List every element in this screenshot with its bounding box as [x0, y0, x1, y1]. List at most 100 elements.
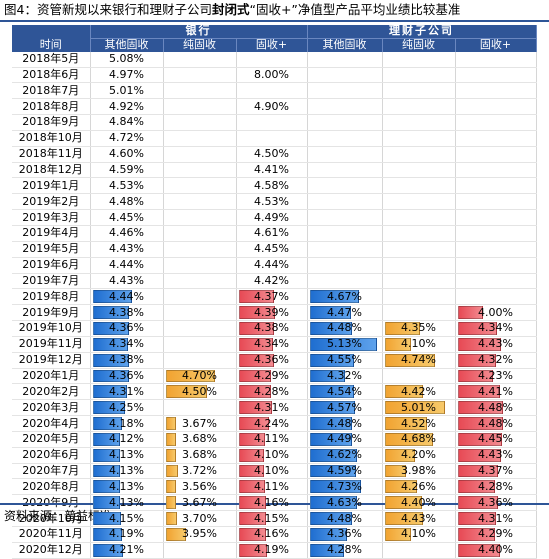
value-cell: 4.13%	[90, 447, 164, 464]
data-bar	[384, 401, 446, 415]
cell-value: 4.36%	[327, 527, 362, 541]
value-cell: 4.29%	[236, 368, 308, 385]
value-cell	[455, 114, 537, 131]
data-bar	[92, 385, 127, 399]
value-cell: 4.36%	[307, 526, 383, 543]
data-bar	[238, 401, 272, 415]
value-cell	[163, 146, 237, 163]
data-bar	[309, 337, 377, 351]
cell-value: 4.28%	[478, 479, 513, 493]
value-cell: 4.15%	[90, 510, 164, 527]
cell-value: 4.16%	[254, 495, 289, 509]
value-cell: 4.20%	[382, 447, 456, 464]
cell-value: 4.44%	[109, 289, 144, 303]
data-bar	[309, 464, 356, 478]
cell-value: 3.67%	[182, 416, 217, 430]
cell-value: 4.31%	[478, 511, 513, 525]
value-cell: 4.43%	[455, 447, 537, 464]
cell-value: 4.13%	[109, 479, 144, 493]
value-cell	[307, 241, 383, 258]
value-cell	[163, 82, 237, 100]
table-row: 2019年5月 4.43% 4.45%	[12, 241, 537, 258]
value-cell	[307, 114, 383, 131]
cell-value: 8.00%	[254, 67, 289, 81]
cell-value: 4.62%	[327, 448, 362, 462]
value-cell	[382, 146, 456, 163]
table-row: 2018年12月 4.59% 4.41%	[12, 162, 537, 179]
data-bar	[457, 322, 498, 335]
cell-value: 4.90%	[254, 99, 289, 113]
data-bar	[457, 401, 504, 415]
value-cell	[307, 257, 383, 274]
cell-value: 4.53%	[254, 194, 289, 208]
value-cell: 4.48%	[455, 415, 537, 432]
data-bar	[92, 306, 130, 320]
cell-value: 4.43%	[109, 242, 144, 256]
cell-value: 4.11%	[254, 479, 289, 493]
value-cell: 4.60%	[90, 146, 164, 163]
data-bar	[384, 432, 433, 446]
value-cell: 4.16%	[236, 494, 308, 512]
cell-value: 4.43%	[478, 448, 513, 462]
col-wmc-pure: 纯固收	[382, 38, 456, 52]
data-bar	[165, 512, 177, 525]
value-cell	[382, 241, 456, 258]
table-row: 2018年7月 5.01%	[12, 82, 537, 100]
cell-value: 4.29%	[478, 527, 513, 541]
value-cell	[382, 98, 456, 116]
data-bar	[384, 464, 407, 478]
table-row: 2019年7月 4.43% 4.42%	[12, 273, 537, 290]
table-row: 2019年9月 4.38% 4.39% 4.47% 4.00%	[12, 304, 537, 322]
data-bar	[457, 464, 499, 478]
value-cell	[163, 273, 237, 290]
value-cell	[382, 257, 456, 274]
cell-value: 4.41%	[478, 384, 513, 398]
data-bar	[384, 480, 417, 494]
value-cell: 4.36%	[455, 494, 537, 512]
value-cell: 4.45%	[455, 431, 537, 448]
value-cell: 4.26%	[382, 478, 456, 496]
value-cell: 4.46%	[90, 225, 164, 242]
cell-value: 4.84%	[109, 115, 144, 129]
cell-value: 4.38%	[109, 353, 144, 367]
value-cell	[455, 146, 537, 163]
value-cell: 4.12%	[90, 431, 164, 448]
value-cell: 4.41%	[236, 162, 308, 179]
table-row: 2019年8月 4.44% 4.37% 4.67%	[12, 288, 537, 306]
data-bar	[457, 306, 483, 320]
value-cell: 4.21%	[90, 542, 164, 559]
value-cell: 4.38%	[90, 304, 164, 322]
row-time: 2020年10月	[12, 510, 91, 527]
data-bar	[457, 448, 501, 462]
table-row: 2020年7月 4.13% 3.72% 4.10% 4.59% 3.98% 4.37%	[12, 463, 537, 480]
value-cell: 3.68%	[163, 431, 237, 448]
cell-value: 4.19%	[254, 543, 289, 557]
cell-value: 4.11%	[254, 432, 289, 446]
value-cell: 4.13%	[90, 463, 164, 480]
value-cell: 4.34%	[90, 336, 164, 353]
data-bar	[457, 353, 497, 367]
group-bank: 银行	[90, 25, 308, 39]
value-cell: 4.48%	[455, 399, 537, 417]
row-time: 2020年11月	[12, 526, 91, 543]
data-bar	[384, 417, 427, 430]
cell-value: 4.61%	[254, 226, 289, 240]
cell-value: 4.48%	[478, 400, 513, 414]
group-wmc: 理财子公司	[307, 25, 537, 39]
value-cell	[382, 114, 456, 131]
value-cell: 4.53%	[90, 177, 164, 195]
cell-value: 4.53%	[109, 178, 144, 192]
data-bar	[165, 480, 176, 494]
data-bar	[92, 417, 122, 430]
value-cell	[382, 368, 456, 385]
cell-value: 4.36%	[109, 321, 144, 335]
table-row: 2020年10月 4.15% 3.70% 4.15% 4.48% 4.43% 4.31%	[12, 510, 537, 527]
value-cell: 5.01%	[382, 399, 456, 417]
data-bar	[238, 480, 265, 494]
data-bar	[238, 337, 273, 351]
table-row: 2019年4月 4.46% 4.61%	[12, 225, 537, 242]
value-cell: 4.61%	[236, 225, 308, 242]
value-cell: 4.39%	[236, 304, 308, 322]
value-cell: 4.41%	[455, 383, 537, 401]
value-cell: 4.40%	[382, 494, 456, 512]
